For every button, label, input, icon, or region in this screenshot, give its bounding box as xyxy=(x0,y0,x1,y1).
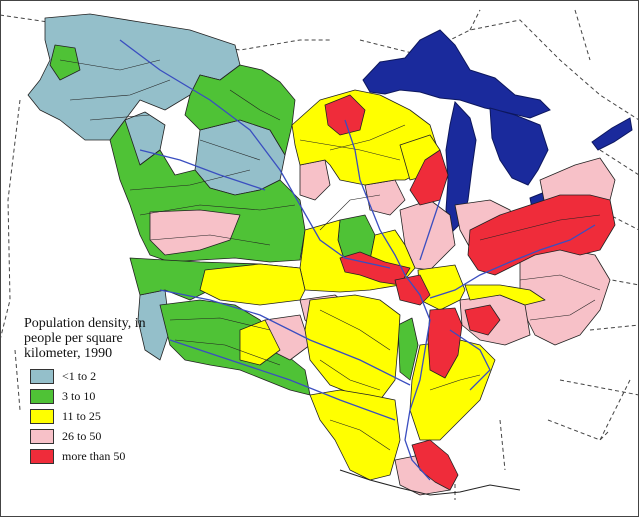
region-green-nd xyxy=(184,64,296,156)
river-trib-2 xyxy=(419,199,441,261)
region-yellow-mo xyxy=(199,263,306,306)
legend-item-green: 3 to 10 xyxy=(22,387,192,405)
legend: Population density, in people per square… xyxy=(22,316,192,467)
tennessee-river xyxy=(449,329,491,391)
region-pink-ne xyxy=(149,209,241,256)
region-pink-wi xyxy=(364,179,406,216)
arkansas-river xyxy=(159,289,411,386)
gulf-coast xyxy=(339,469,521,496)
legend-swatch-green xyxy=(30,388,54,404)
legend-label-green: 3 to 10 xyxy=(62,388,96,403)
region-red-minneapolis xyxy=(324,94,366,136)
region-green-ok xyxy=(159,299,311,396)
legend-item-pink: 26 to 50 xyxy=(22,427,192,445)
legend-item-red: more than 50 xyxy=(22,447,192,465)
red-river xyxy=(169,339,396,421)
legend-swatch-blue xyxy=(30,368,54,384)
lake-michigan xyxy=(445,100,477,233)
legend-swatch-red xyxy=(30,448,54,464)
lake-huron xyxy=(489,107,549,186)
legend-swatch-pink xyxy=(30,428,54,444)
region-yellow-ms-south xyxy=(309,389,401,481)
ohio-river xyxy=(429,224,596,299)
legend-title: Population density, in people per square… xyxy=(24,316,146,361)
legend-label-yellow: 11 to 25 xyxy=(62,408,101,423)
region-pink-mn xyxy=(299,159,331,201)
river-trib-1 xyxy=(139,149,266,191)
region-yellow-ohio xyxy=(464,284,546,306)
sub-basin-lines xyxy=(59,59,601,451)
region-red-memphis xyxy=(427,307,463,379)
legend-label-blue: <1 to 2 xyxy=(62,368,97,383)
great-lakes xyxy=(362,29,633,233)
legend-item-yellow: 11 to 25 xyxy=(22,407,192,425)
region-yellow-ok xyxy=(239,319,281,366)
region-blue-northwest xyxy=(27,13,241,141)
region-green-ms xyxy=(397,317,419,381)
region-green-nw-patch xyxy=(49,44,81,81)
legend-swatch-yellow xyxy=(30,408,54,424)
region-yellow-ark xyxy=(304,294,401,401)
mississippi-river xyxy=(344,119,431,481)
missouri-river xyxy=(119,39,391,269)
legend-label-pink: 26 to 50 xyxy=(62,428,102,443)
legend-item-blue: <1 to 2 xyxy=(22,367,192,385)
lake-ontario xyxy=(591,117,633,151)
legend-label-red: more than 50 xyxy=(62,448,126,463)
lake-superior xyxy=(362,29,551,119)
basin-regions xyxy=(27,13,616,496)
region-red-nashville xyxy=(464,304,501,336)
rivers xyxy=(119,39,596,481)
